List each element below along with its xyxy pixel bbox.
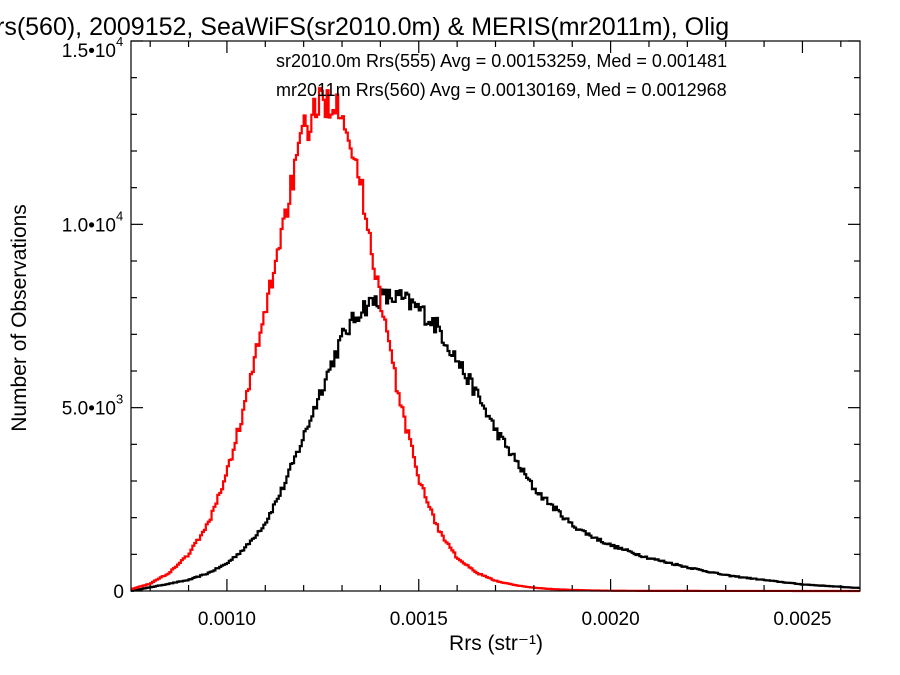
chart-title: rs(560), 2009152, SeaWiFS(sr2010.0m) & M… [0,13,729,41]
y-tick-exponent: 4 [116,208,123,223]
y-tick-label: 0 [113,582,124,603]
y-tick-exponent: 3 [116,392,123,407]
x-tick-label: 0.0025 [773,609,831,630]
y-axis-label: Number of Observations [8,204,31,432]
series-layer [131,87,860,593]
y-tick-label: 1.5•10 [62,41,116,62]
y-tick-exponent: 4 [116,34,123,49]
plot-frame [130,40,861,592]
x-tick-label: 0.0015 [390,609,448,630]
legend-entry-sr2010: sr2010.0m Rrs(555) Avg = 0.00153259, Med… [276,51,727,71]
x-tick-label: 0.0020 [582,609,640,630]
y-tick-label: 5.0•10 [62,399,116,420]
x-tick-label: 0.0010 [198,609,256,630]
series-line-sr2010.0m [131,288,860,592]
legend-entry-mr2011: mr2011m Rrs(560) Avg = 0.00130169, Med =… [276,80,727,100]
y-tick-label: 1.0•10 [62,215,116,236]
series-line-mr2011m [131,87,860,593]
x-axis-label: Rrs (str⁻¹) [449,632,543,655]
